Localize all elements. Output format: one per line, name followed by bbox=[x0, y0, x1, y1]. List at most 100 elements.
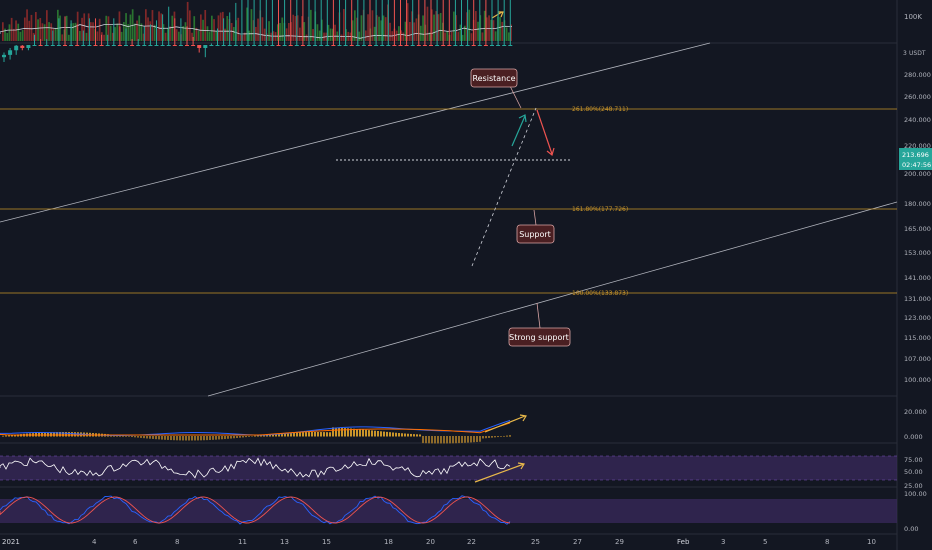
candle-body bbox=[447, 45, 452, 46]
volume-bar bbox=[475, 11, 477, 41]
volume-bar bbox=[257, 18, 259, 41]
candle-body bbox=[349, 45, 354, 46]
volume-bar bbox=[378, 16, 380, 41]
candle-body bbox=[496, 45, 501, 46]
volume-bar bbox=[164, 32, 167, 41]
support-callout[interactable]: Support bbox=[516, 209, 555, 244]
volume-bar bbox=[195, 27, 198, 41]
candle-body bbox=[398, 45, 403, 46]
candle-body bbox=[99, 45, 104, 46]
volume-bar bbox=[211, 15, 213, 42]
macd-histogram-bar bbox=[257, 435, 259, 437]
macd-histogram-bar bbox=[404, 433, 406, 437]
candle-body bbox=[111, 45, 116, 46]
volume-bar bbox=[21, 30, 24, 41]
callout-box bbox=[508, 327, 571, 347]
macd-histogram-bar bbox=[470, 436, 472, 443]
stoch-tick: 0.00 bbox=[904, 525, 918, 533]
macd-histogram-bar bbox=[425, 436, 427, 444]
volume-bar bbox=[37, 19, 39, 41]
volume-bar bbox=[63, 29, 66, 41]
candle-body bbox=[490, 45, 494, 46]
price-axis[interactable]: 3 USDT 280.000 260.000 240.000 220.000 2… bbox=[899, 50, 932, 384]
volume-bar bbox=[365, 30, 367, 41]
candle-body bbox=[374, 45, 379, 46]
price-tick: 115.000 bbox=[904, 334, 931, 342]
macd-histogram-bar bbox=[59, 432, 61, 437]
candle-body bbox=[93, 45, 98, 46]
candle-body bbox=[2, 54, 6, 58]
macd-histogram-bar bbox=[200, 436, 202, 441]
volume-bar bbox=[15, 20, 17, 41]
macd-histogram-bar bbox=[146, 436, 148, 439]
macd-histogram-bar bbox=[371, 430, 373, 437]
candle-body bbox=[386, 45, 391, 46]
volume-bar bbox=[268, 21, 270, 41]
volume-bar bbox=[468, 9, 471, 41]
macd-histogram-bar bbox=[245, 436, 247, 438]
candle-body bbox=[20, 45, 25, 48]
volume-bar bbox=[481, 32, 484, 41]
volume-bar bbox=[409, 21, 411, 41]
macd-histogram-bar bbox=[416, 434, 418, 437]
candle-body bbox=[410, 45, 415, 46]
volume-bar bbox=[281, 17, 284, 41]
volume-bar bbox=[277, 24, 279, 41]
volume-bar bbox=[222, 11, 224, 41]
price-tick: 280.000 bbox=[904, 71, 931, 79]
volume-bar bbox=[400, 30, 402, 41]
macd-histogram-bar bbox=[209, 436, 211, 440]
macd-histogram-bar bbox=[506, 435, 508, 437]
volume-bar bbox=[217, 15, 220, 42]
volume-bar bbox=[263, 28, 266, 41]
macd-histogram-bar bbox=[182, 436, 184, 441]
volume-bar bbox=[299, 27, 301, 41]
volume-bar bbox=[499, 17, 501, 41]
macd-histogram-bar bbox=[452, 436, 454, 444]
macd-histogram-bar bbox=[164, 436, 166, 440]
volume-bar bbox=[4, 28, 6, 41]
candle-body bbox=[465, 45, 470, 46]
time-axis[interactable]: 2021 4 6 8 11 13 15 18 20 22 25 27 29 Fe… bbox=[2, 538, 876, 546]
macd-histogram-bar bbox=[365, 429, 367, 437]
candle-body bbox=[87, 45, 92, 46]
stoch-k-line bbox=[0, 495, 511, 525]
volume-axis-label: 100K bbox=[904, 13, 922, 21]
resistance-callout[interactable]: Resistance bbox=[470, 68, 522, 109]
macd-histogram-bar bbox=[191, 436, 193, 441]
candle-body bbox=[239, 45, 244, 46]
candle-body bbox=[270, 45, 275, 46]
volume-bar bbox=[373, 26, 376, 41]
candle-body bbox=[502, 45, 507, 46]
volume-bar bbox=[477, 21, 479, 41]
projection-down-arrow-head bbox=[546, 147, 555, 157]
support-label: Support bbox=[519, 230, 551, 239]
volume-bar bbox=[406, 3, 409, 41]
macd-histogram-bar bbox=[479, 436, 481, 442]
macd-histogram-bar bbox=[8, 435, 10, 437]
volume-bar bbox=[116, 23, 119, 41]
macd-histogram-bar bbox=[56, 432, 58, 437]
volume-bar bbox=[376, 15, 378, 42]
volume-bar bbox=[129, 14, 132, 41]
macd-arrow bbox=[484, 415, 526, 433]
strong-support-callout[interactable]: Strong support bbox=[508, 302, 571, 347]
macd-histogram-bar bbox=[5, 435, 7, 437]
macd-histogram-bar bbox=[338, 427, 340, 437]
volume-bar bbox=[90, 22, 92, 41]
price-axis-marker: 3 bbox=[903, 50, 907, 57]
volume-bar bbox=[200, 14, 202, 41]
callout-pointer bbox=[533, 209, 537, 226]
candle-body bbox=[422, 45, 427, 46]
rsi-tick: 25.00 bbox=[904, 482, 923, 490]
volume-bar bbox=[123, 22, 125, 41]
macd-histogram-bar bbox=[47, 432, 49, 437]
macd-histogram-bar bbox=[509, 435, 511, 437]
candle-body bbox=[142, 45, 147, 46]
candle-body bbox=[343, 45, 348, 46]
candle-body bbox=[264, 45, 269, 46]
candle-body bbox=[368, 45, 372, 46]
volume-bar bbox=[415, 18, 418, 41]
candle-body bbox=[38, 45, 43, 46]
